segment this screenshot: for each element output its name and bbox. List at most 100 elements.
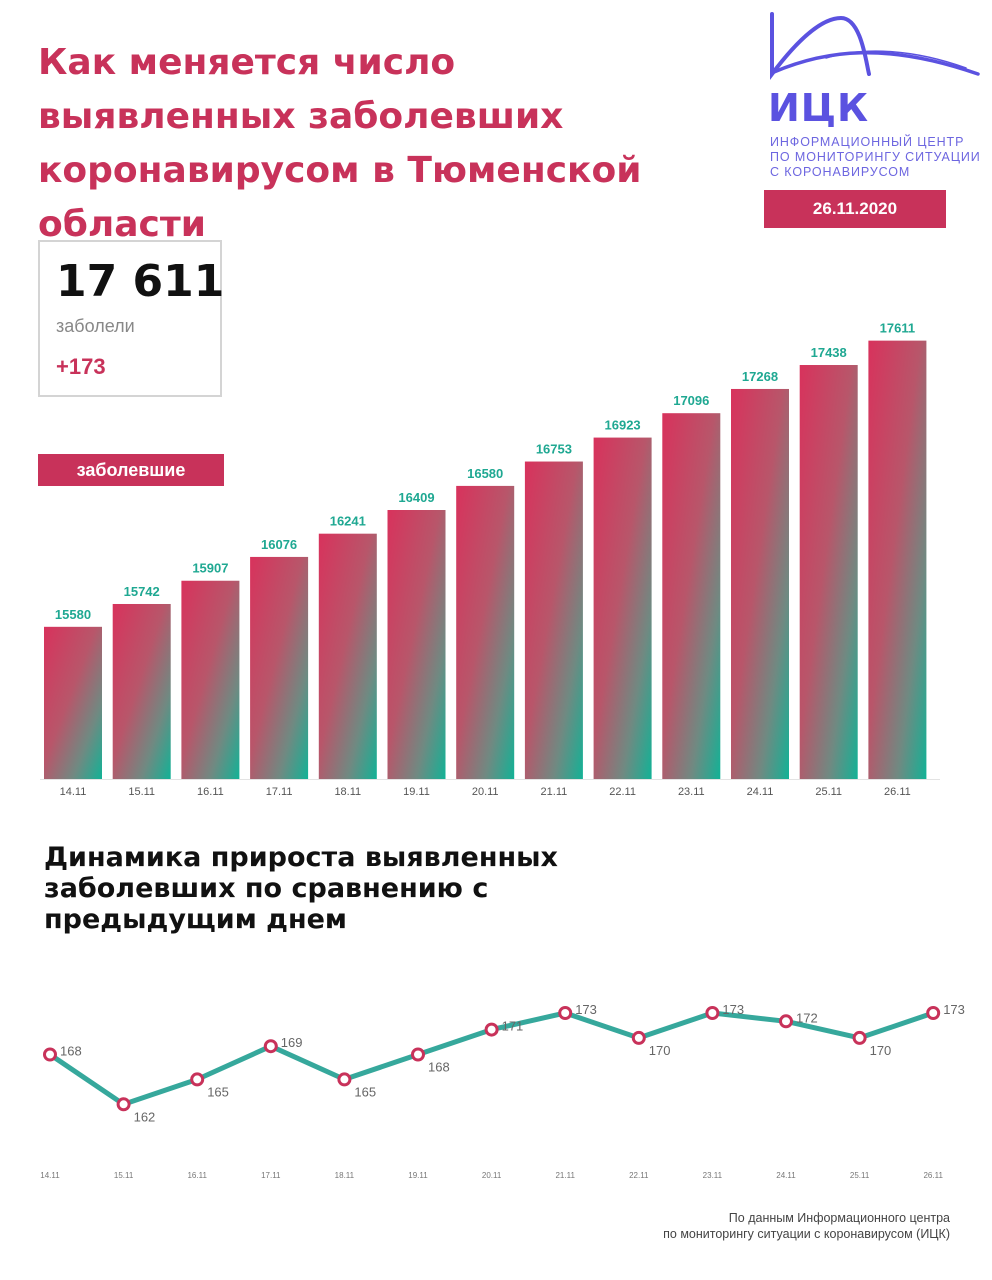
bar-value-label: 15907 [192, 561, 228, 576]
x-tick-label: 19.11 [408, 1171, 428, 1180]
bar-value-label: 17438 [811, 345, 847, 360]
x-tick-label: 26.11 [923, 1171, 943, 1180]
source-line: по мониторингу ситуации с коронавирусом … [663, 1227, 950, 1241]
data-point [411, 1047, 425, 1062]
bar [593, 437, 652, 779]
bar [524, 461, 583, 779]
legend-badge: заболевшие [38, 454, 224, 486]
source-line: По данным Информационного центра [728, 1211, 950, 1225]
logo-mountain-icon [770, 12, 980, 80]
bar-value-label: 16076 [261, 537, 297, 552]
x-tick-label: 25.11 [815, 786, 842, 798]
point-value-label: 173 [575, 1002, 597, 1017]
point-value-label: 173 [943, 1002, 965, 1017]
data-point [705, 1006, 720, 1020]
title-line: Как меняется число [38, 42, 456, 83]
point-value-label: 172 [796, 1010, 818, 1025]
source-note: По данным Информационного центра по мони… [663, 1210, 950, 1242]
data-point [631, 1030, 646, 1045]
data-point [116, 1097, 131, 1112]
bar [318, 533, 377, 779]
logo-subtitle-line: ПО МОНИТОРИНГУ СИТУАЦИИ [770, 150, 981, 164]
data-point [263, 1039, 278, 1054]
line-chart-title: Динамика прироста выявленных заболевших … [44, 842, 644, 935]
title-line: коронавирусом в Тюменской [38, 150, 642, 191]
bar [44, 626, 102, 779]
x-tick-label: 16.11 [187, 1171, 207, 1180]
data-point [558, 1006, 573, 1020]
point-value-label: 168 [428, 1060, 450, 1075]
bar [387, 510, 446, 779]
total-value: 17 611 [56, 256, 225, 307]
x-tick-label: 15.11 [128, 786, 155, 798]
bar-value-label: 15580 [55, 607, 91, 622]
x-tick-label: 24.11 [776, 1171, 796, 1180]
point-value-label: 170 [870, 1043, 892, 1058]
x-tick-label: 21.11 [555, 1171, 575, 1180]
x-tick-label: 23.11 [678, 786, 705, 798]
x-tick-label: 25.11 [850, 1171, 870, 1180]
bar [799, 365, 858, 779]
bar-value-label: 16923 [605, 418, 641, 433]
point-value-label: 171 [502, 1019, 524, 1034]
logo-subtitle: ИНФОРМАЦИОННЫЙ ЦЕНТР ПО МОНИТОРИНГУ СИТУ… [770, 135, 981, 180]
point-value-label: 173 [722, 1002, 744, 1017]
bar-value-label: 16580 [467, 466, 503, 481]
logo-subtitle-line: ИНФОРМАЦИОННЫЙ ЦЕНТР [770, 135, 965, 149]
data-point [926, 1006, 941, 1020]
x-tick-label: 17.11 [261, 1171, 281, 1180]
title-line: выявленных заболевших [38, 96, 564, 137]
bar [181, 580, 240, 779]
x-tick-label: 19.11 [403, 786, 430, 798]
data-point [484, 1022, 499, 1037]
bar-value-label: 17096 [673, 393, 709, 408]
x-tick-label: 17.11 [266, 786, 293, 798]
total-delta: +173 [56, 354, 106, 379]
date-badge: 26.11.2020 [764, 190, 946, 228]
x-tick-label: 26.11 [884, 786, 911, 798]
x-tick-label: 22.11 [609, 786, 636, 798]
x-tick-label: 14.11 [40, 1171, 60, 1180]
bar-value-label: 16409 [398, 490, 434, 505]
bar-value-label: 16753 [536, 442, 572, 457]
x-tick-label: 20.11 [472, 786, 499, 798]
title-line: области [38, 204, 206, 245]
x-tick-label: 18.11 [335, 1171, 355, 1180]
page-title: Как меняется число выявленных заболевших… [38, 36, 658, 252]
bar [731, 388, 789, 779]
point-value-label: 165 [207, 1084, 229, 1099]
data-point [190, 1072, 205, 1087]
line-chart-title-line: Динамика прироста выявленных [44, 842, 558, 873]
bar-value-label: 16241 [330, 514, 366, 529]
logo-abbreviation: ИЦК [768, 86, 870, 130]
bar [662, 413, 721, 779]
bar [868, 340, 927, 779]
bar [112, 603, 171, 779]
line-chart: 168 14.11 162 15.11 165 16.11 169 17.11 165 18.11… [40, 1002, 965, 1180]
point-value-label: 165 [354, 1084, 376, 1099]
bar-chart: 15580 14.11 15742 15.11 15907 16.11 16076 17.11… [40, 321, 940, 798]
x-tick-label: 18.11 [334, 786, 361, 798]
point-value-label: 168 [60, 1044, 82, 1059]
x-tick-label: 22.11 [629, 1171, 649, 1180]
total-card: 17 611 заболели +173 [38, 240, 225, 397]
logo-subtitle-line: С КОРОНАВИРУСОМ [770, 165, 911, 179]
total-label: заболели [56, 316, 135, 336]
x-tick-label: 20.11 [482, 1171, 502, 1180]
point-value-label: 170 [649, 1043, 671, 1058]
data-point [43, 1047, 57, 1062]
line-chart-title-line: предыдущим днем [44, 904, 347, 935]
data-point [779, 1014, 793, 1029]
x-tick-label: 16.11 [197, 786, 224, 798]
x-tick-label: 15.11 [114, 1171, 134, 1180]
bar [456, 485, 515, 779]
point-value-label: 162 [134, 1109, 156, 1124]
x-tick-label: 14.11 [60, 786, 87, 798]
bar [250, 556, 309, 779]
bar-value-label: 17611 [880, 321, 915, 336]
x-tick-label: 23.11 [703, 1171, 723, 1180]
bar-value-label: 17268 [742, 369, 778, 384]
x-tick-label: 24.11 [747, 786, 774, 798]
x-tick-label: 21.11 [541, 786, 568, 798]
bar-value-label: 15742 [124, 584, 160, 599]
